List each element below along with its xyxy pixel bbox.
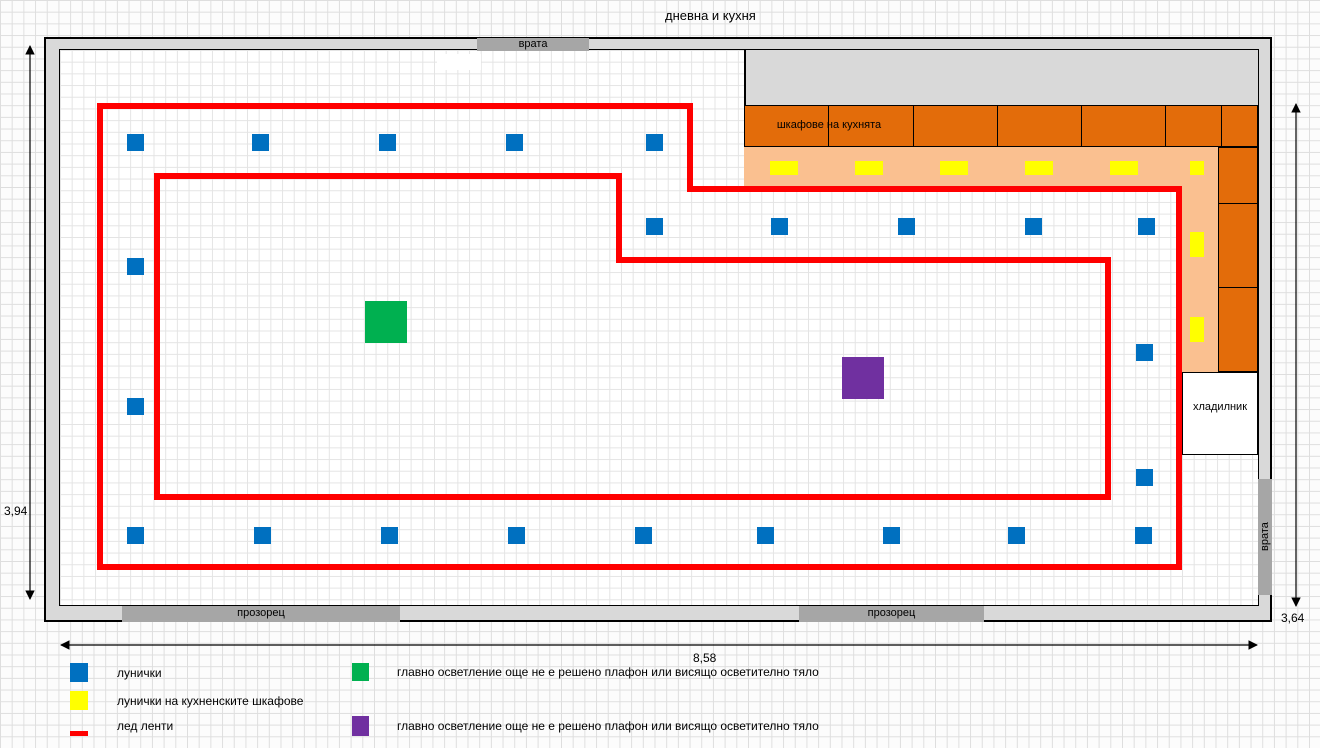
kitchen-cabinet [1218, 287, 1258, 372]
spotlight [508, 527, 525, 544]
spotlight [379, 134, 396, 151]
spotlight [127, 134, 144, 151]
spotlight [1025, 218, 1042, 235]
dimension-label-left: 3,94 [4, 504, 28, 518]
spotlight [898, 218, 915, 235]
cabinet-spotlight [1190, 232, 1204, 257]
spotlight [127, 258, 144, 275]
legend-label: лунички на кухненските шкафове [117, 693, 304, 708]
spotlight [1135, 527, 1152, 544]
spotlight [1008, 527, 1025, 544]
kitchen-cabinet [997, 105, 1082, 147]
spotlight [127, 527, 144, 544]
legend-label: лед ленти [117, 719, 174, 733]
spotlight [1138, 218, 1155, 235]
spotlight [381, 527, 398, 544]
main-light-green [365, 301, 407, 343]
spotlight [252, 134, 269, 151]
legend-label: главно осветление още не е решено плафон… [397, 665, 819, 679]
dimension-label-bottom: 8,58 [693, 651, 717, 665]
kitchen-cabinet [828, 105, 914, 147]
legend-item-spotlights: лунички [70, 663, 162, 682]
grid-erase-patch [437, 54, 481, 70]
legend-item-cabinet-spotlights: лунички на кухненските шкафове [70, 691, 303, 710]
cabinet-spotlight [1110, 161, 1138, 175]
spotlight [757, 527, 774, 544]
cabinet-spotlight [1190, 161, 1204, 175]
spotlight [1136, 344, 1153, 361]
page-title: дневна и кухня [665, 8, 756, 23]
kitchen-counter [744, 147, 1218, 190]
fridge: хладилник [1182, 372, 1258, 455]
cabinet-spotlight [1025, 161, 1053, 175]
legend-label: лунички [117, 665, 162, 680]
spotlight [506, 134, 523, 151]
kitchen-wall-area [744, 50, 1258, 105]
led-strip-swatch [70, 731, 88, 736]
led-strip-inner [154, 173, 1111, 500]
kitchen-cabinet [1165, 105, 1222, 147]
kitchen-cabinet [1221, 105, 1258, 147]
cabinet-spotlight [770, 161, 798, 175]
spotlight-swatch [70, 663, 88, 682]
legend-item-led-strips: лед ленти [70, 719, 173, 736]
spotlight [771, 218, 788, 235]
spotlight [1136, 469, 1153, 486]
spotlight [646, 134, 663, 151]
legend-item-main-light-green: главно осветление още не е решено плафон… [352, 663, 819, 681]
kitchen-cabinet [1081, 105, 1166, 147]
legend-label: главно осветление още не е решено плафон… [397, 719, 819, 733]
spotlight [635, 527, 652, 544]
window-right: прозорец [799, 606, 984, 622]
window-left: прозорец [122, 606, 400, 622]
dimension-label-right: 3,64 [1281, 611, 1305, 625]
kitchen-cabinets-label: шкафове на кухнята [776, 119, 882, 131]
door-top: врата [477, 38, 589, 51]
spotlight [254, 527, 271, 544]
spotlight [646, 218, 663, 235]
main-light-purple [842, 357, 884, 399]
kitchen-cabinet [744, 105, 829, 147]
spotlight [127, 398, 144, 415]
led-strip-outer [97, 103, 1182, 570]
cabinet-spotlight-swatch [70, 691, 88, 710]
legend-item-main-light-purple: главно осветление още не е решено плафон… [352, 716, 819, 736]
cabinet-spotlight [1190, 317, 1204, 342]
cabinet-spotlight [940, 161, 968, 175]
kitchen-cabinet [1218, 147, 1258, 204]
spotlight [883, 527, 900, 544]
main-light-purple-swatch [352, 716, 369, 736]
main-light-green-swatch [352, 663, 369, 681]
cabinet-spotlight [855, 161, 883, 175]
